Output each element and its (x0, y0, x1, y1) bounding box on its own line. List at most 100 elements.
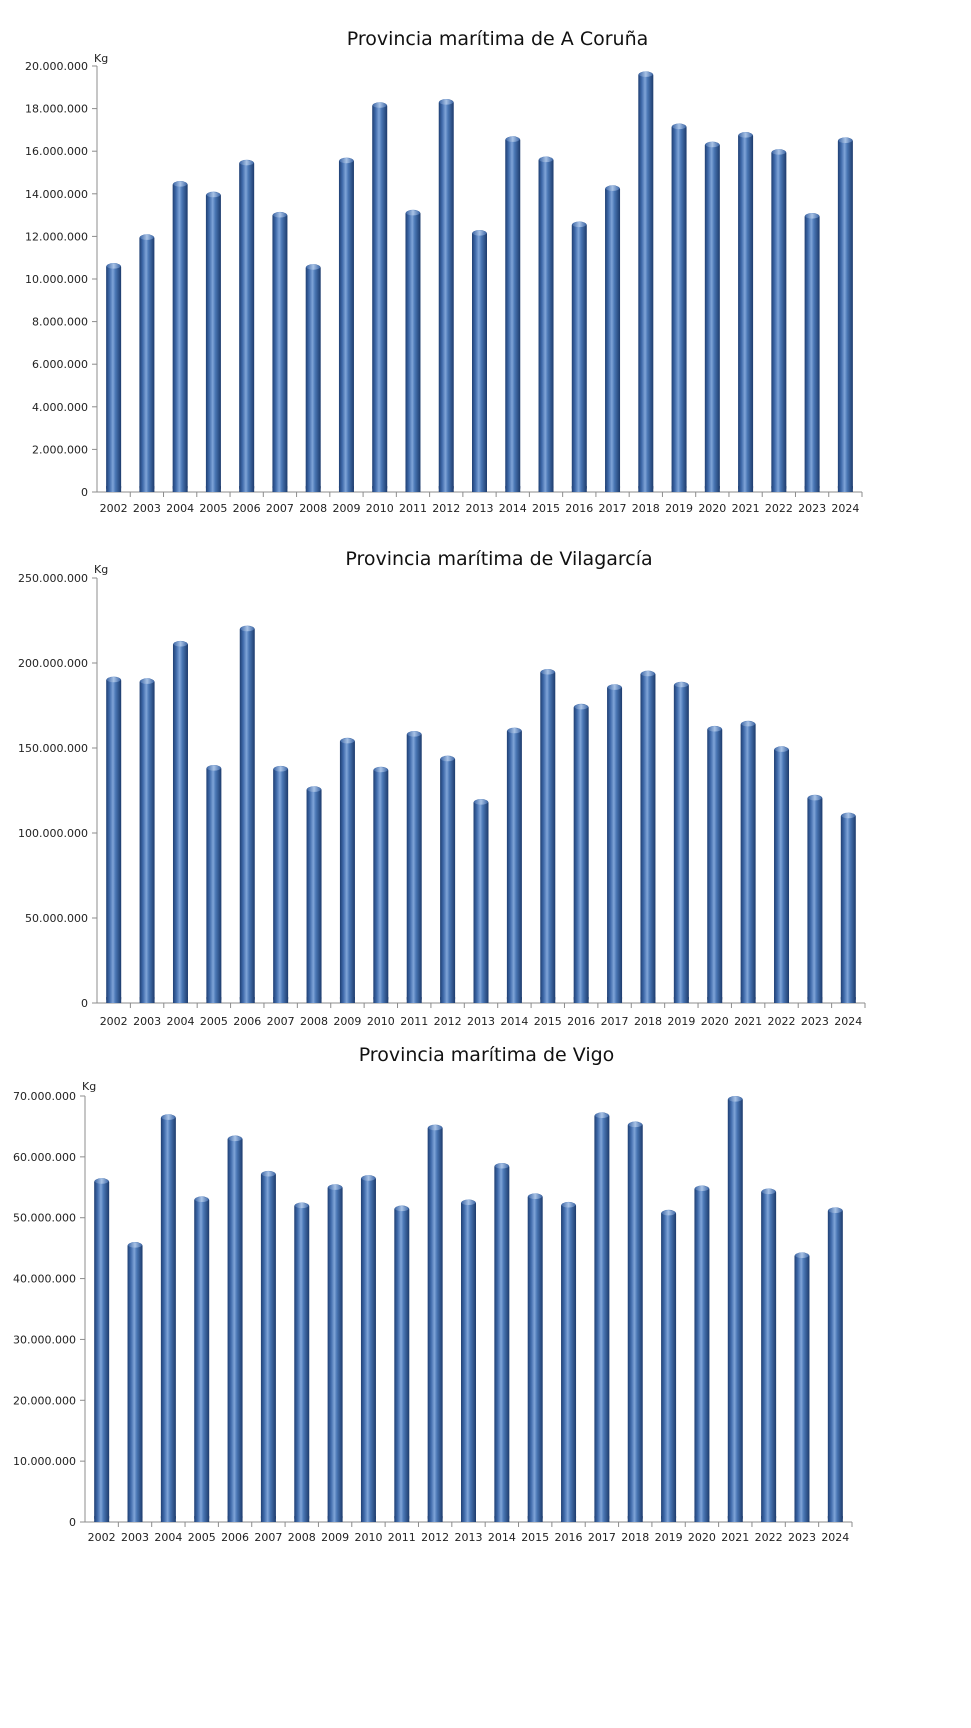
x-tick-label: 2021 (734, 1015, 762, 1028)
bar-body (738, 132, 754, 492)
bar-body (294, 1202, 310, 1522)
bar-body (837, 137, 853, 493)
bar-body (607, 684, 623, 1003)
bar-cap (194, 1196, 209, 1203)
bar-base (127, 1516, 143, 1522)
bar-base (239, 997, 255, 1003)
x-tick-label: 2018 (621, 1531, 649, 1544)
bar-2011 (406, 731, 422, 1003)
bar-body (673, 681, 689, 1003)
bar-base (106, 486, 122, 492)
y-tick-label: 10.000.000 (13, 1455, 76, 1468)
x-tick-label: 2017 (588, 1531, 616, 1544)
bar-body (704, 141, 720, 493)
bar-2006 (227, 1135, 243, 1522)
bar-2003 (127, 1242, 143, 1522)
x-tick-label: 2015 (532, 502, 560, 515)
bar-cap (340, 738, 355, 744)
bar-body (227, 1135, 243, 1522)
bar-cap (240, 626, 255, 632)
bar-2024 (837, 137, 853, 493)
x-tick-label: 2008 (299, 502, 327, 515)
bar-base (94, 1516, 110, 1522)
bar-2011 (405, 209, 421, 492)
x-tick-label: 2012 (434, 1015, 462, 1028)
bar-cap (605, 185, 620, 191)
y-tick-label: 100.000.000 (18, 827, 88, 840)
bar-body (594, 1112, 610, 1522)
bar-base (461, 1516, 476, 1522)
x-tick-label: 2006 (233, 502, 261, 515)
bar-cap (273, 766, 288, 772)
x-tick-label: 2011 (400, 1015, 428, 1028)
bar-cap (372, 102, 387, 108)
bar-cap (140, 678, 155, 684)
bar-body (671, 123, 687, 492)
x-tick-label: 2007 (267, 1015, 295, 1028)
bar-base (139, 486, 155, 492)
bar-body (372, 102, 388, 493)
bar-body (440, 755, 456, 1003)
x-tick-label: 2004 (154, 1531, 182, 1544)
y-tick-label: 250.000.000 (18, 572, 88, 585)
x-tick-label: 2003 (121, 1531, 149, 1544)
bar-cap (707, 726, 722, 732)
bar-base (427, 1516, 443, 1522)
bar-cap (705, 142, 720, 148)
bar-2011 (394, 1205, 410, 1522)
bar-base (327, 1516, 343, 1522)
bar-2006 (239, 625, 255, 1003)
bar-cap (794, 1252, 809, 1259)
bar-cap (272, 212, 287, 218)
bar-cap (339, 157, 354, 164)
bar-cap (173, 641, 188, 647)
y-unit-label: Kg (82, 1080, 96, 1093)
x-tick-label: 2019 (665, 502, 693, 515)
bar-cap (173, 181, 188, 187)
bar-2008 (306, 786, 322, 1003)
x-tick-label: 2007 (266, 502, 294, 515)
bar-base (472, 486, 487, 492)
bar-2004 (160, 1114, 176, 1522)
bar-base (661, 1516, 677, 1522)
bar-base (338, 486, 354, 492)
bar-base (727, 1516, 743, 1522)
x-tick-label: 2023 (788, 1531, 816, 1544)
bar-base (627, 1516, 643, 1522)
bar-2019 (661, 1209, 677, 1522)
bar-2012 (440, 755, 456, 1003)
bar-2008 (294, 1202, 310, 1522)
bar-cap (640, 671, 655, 677)
bar-2017 (594, 1112, 610, 1522)
bar-base (373, 997, 389, 1003)
bar-body (106, 263, 122, 492)
bar-2013 (473, 799, 489, 1003)
chart-title: Provincia marítima de Vigo (359, 1044, 615, 1066)
chart-vilagarcia: Provincia marítima de Vilagarcía Kg 0 50.00… (18, 548, 866, 1028)
bar-cap (774, 746, 789, 752)
bar-2024 (827, 1207, 843, 1522)
bar-cap (394, 1205, 409, 1212)
y-tick-label: 0 (81, 997, 88, 1010)
bar-base (640, 997, 656, 1003)
bar-cap (738, 132, 753, 138)
bar-base (372, 486, 388, 492)
bar-cap (594, 1112, 609, 1119)
bar-body (172, 181, 188, 492)
bar-2019 (673, 681, 689, 1003)
x-tick-label: 2010 (367, 1015, 395, 1028)
bar-body (506, 727, 522, 1003)
bar-body (840, 812, 856, 1003)
bar-base (506, 997, 522, 1003)
bar-body (761, 1188, 777, 1522)
bar-body (206, 765, 222, 1003)
bar-2020 (704, 141, 720, 493)
bar-base (707, 997, 723, 1003)
bar-2003 (139, 678, 155, 1003)
bar-cap (505, 136, 520, 142)
bar-2006 (239, 159, 255, 492)
bar-base (260, 1516, 276, 1522)
bar-cap (261, 1171, 276, 1177)
bar-cap (106, 263, 121, 269)
